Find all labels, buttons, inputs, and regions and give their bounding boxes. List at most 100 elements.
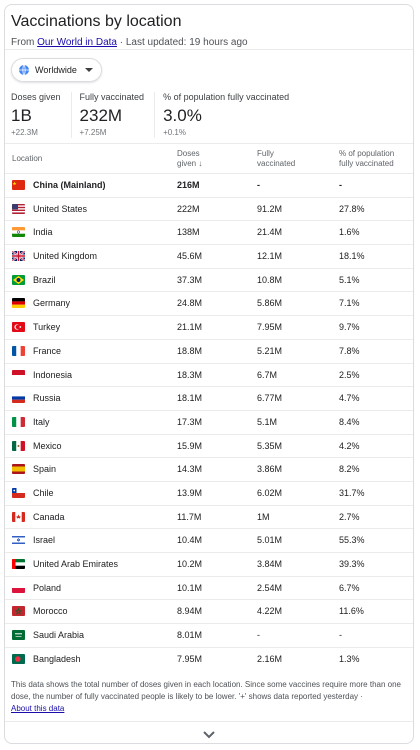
fully-vaccinated-value: 5.86M (257, 298, 283, 309)
doses-value: 14.3M (177, 464, 203, 475)
doses-value: 18.8M (177, 345, 203, 356)
percent-value: 8.2% (339, 464, 360, 475)
table-row[interactable]: China (Mainland) 216M - - (5, 173, 413, 197)
table-row[interactable]: Spain 14.3M 3.86M 8.2% (5, 457, 413, 481)
fully-vaccinated-value: 10.8M (257, 274, 283, 285)
location-name: Germany (33, 298, 71, 309)
pl-flag-icon (12, 582, 25, 593)
source-line: From Our World in Data · Last updated: 1… (11, 36, 407, 49)
percent-value: 55.3% (339, 535, 365, 546)
table-row[interactable]: Germany 24.8M 5.86M 7.1% (5, 291, 413, 315)
table-row[interactable]: United Kingdom 45.6M 12.1M 18.1% (5, 244, 413, 268)
stat-value: 3.0% (163, 106, 202, 125)
source-link[interactable]: Our World in Data (37, 37, 117, 48)
table-row[interactable]: Canada 11.7M 1M 2.7% (5, 504, 413, 529)
fully-vaccinated-value: 6.02M (257, 487, 283, 498)
chevron-down-icon[interactable] (201, 729, 217, 741)
stat-value: 1B (11, 106, 32, 125)
doses-value: 8.94M (177, 606, 203, 617)
header-line: given ↓ (177, 159, 203, 168)
table-row[interactable]: Italy 17.3M 5.1M 8.4% (5, 409, 413, 434)
filter-label: Worldwide (35, 65, 77, 75)
location-name: Spain (33, 464, 57, 475)
table-row[interactable]: Israel 10.4M 5.01M 55.3% (5, 528, 413, 552)
table-row[interactable]: Poland 10.1M 2.54M 6.7% (5, 575, 413, 600)
doses-value: 216M (177, 180, 200, 190)
doses-value: 8.01M (177, 630, 203, 641)
fully-vaccinated-value: 7.95M (257, 322, 283, 333)
table-row[interactable]: Chile 13.9M 6.02M 31.7% (5, 480, 413, 505)
percent-value: 8.4% (339, 416, 360, 427)
table-row[interactable]: Indonesia 18.3M 6.7M 2.5% (5, 362, 413, 387)
it-flag-icon (12, 416, 25, 427)
column-header-fully[interactable]: Fully vaccinated (257, 149, 295, 169)
table-row[interactable]: Russia 18.1M 6.77M 4.7% (5, 386, 413, 410)
ma-flag-icon (12, 606, 25, 617)
percent-value: 1.6% (339, 227, 360, 238)
stat-percent-vaccinated: % of population fully vaccinated 3.0% +0… (163, 92, 299, 138)
stat-delta: +7.25M (79, 128, 107, 137)
table-row[interactable]: United Arab Emirates 10.2M 3.84M 39.3% (5, 552, 413, 576)
location-name: Israel (33, 535, 56, 546)
stat-doses-given: Doses given 1B +22.3M (11, 92, 72, 138)
fully-vaccinated-value: 21.4M (257, 227, 283, 238)
doses-value: 10.4M (177, 535, 203, 546)
column-header-location[interactable]: Location (12, 154, 43, 163)
table-row[interactable]: Brazil 37.3M 10.8M 5.1% (5, 267, 413, 292)
fully-vaccinated-value: 2.54M (257, 582, 283, 593)
ca-flag-icon (12, 511, 25, 522)
caret-down-icon (84, 68, 93, 72)
table-row[interactable]: France 18.8M 5.21M 7.8% (5, 338, 413, 363)
percent-value: - (339, 180, 342, 190)
fully-vaccinated-value: 3.86M (257, 464, 283, 475)
footer-note: This data shows the total number of dose… (11, 679, 407, 715)
location-filter-chip[interactable]: Worldwide (11, 58, 102, 82)
ae-flag-icon (12, 559, 25, 569)
percent-value: 7.1% (339, 298, 360, 309)
doses-value: 45.6M (177, 251, 203, 262)
table-row[interactable]: Saudi Arabia 8.01M - - (5, 623, 413, 647)
stat-delta: +22.3M (11, 128, 38, 137)
location-name: United Arab Emirates (33, 559, 119, 569)
table-row[interactable]: United States 222M 91.2M 27.8% (5, 196, 413, 221)
percent-value: 18.1% (339, 251, 365, 262)
about-data-link[interactable]: About this data (11, 704, 65, 713)
fr-flag-icon (12, 345, 25, 356)
percent-value: 5.1% (339, 274, 360, 285)
tr-flag-icon (12, 322, 25, 333)
table-row[interactable]: Morocco 8.94M 4.22M 11.6% (5, 599, 413, 623)
table-row[interactable]: Turkey 21.1M 7.95M 9.7% (5, 315, 413, 339)
sa-flag-icon (12, 630, 25, 641)
location-name: Bangladesh (33, 653, 81, 664)
location-name: China (Mainland) (33, 180, 106, 190)
footnote-text: This data shows the total number of dose… (11, 680, 401, 701)
location-name: United States (33, 203, 88, 214)
cl-flag-icon (12, 487, 25, 498)
fully-vaccinated-value: 1M (257, 511, 270, 522)
divider (5, 143, 413, 144)
column-header-doses[interactable]: Doses given ↓ (177, 149, 202, 169)
location-name: Indonesia (33, 369, 73, 380)
percent-value: 1.3% (339, 653, 360, 664)
percent-value: 39.3% (339, 559, 365, 569)
table-row[interactable]: India 138M 21.4M 1.6% (5, 220, 413, 244)
percent-value: 7.8% (339, 345, 360, 356)
doses-value: 222M (177, 203, 200, 214)
percent-value: 6.7% (339, 582, 360, 593)
doses-value: 10.1M (177, 582, 203, 593)
header-line: vaccinated (257, 159, 296, 168)
location-name: Turkey (33, 322, 61, 333)
table-row[interactable]: Bangladesh 7.95M 2.16M 1.3% (5, 646, 413, 671)
mx-flag-icon (12, 440, 25, 451)
fully-vaccinated-value: 4.22M (257, 606, 283, 617)
column-header-percent[interactable]: % of population fully vaccinated (339, 149, 394, 169)
summary-stats: Doses given 1B +22.3M Fully vaccinated 2… (11, 92, 307, 138)
percent-value: 2.5% (339, 369, 360, 380)
il-flag-icon (12, 535, 25, 546)
divider (5, 721, 413, 722)
last-updated: · Last updated: 19 hours ago (119, 37, 248, 48)
fully-vaccinated-value: - (257, 180, 260, 190)
stat-label: % of population fully vaccinated (163, 92, 290, 102)
doses-value: 10.2M (177, 559, 203, 569)
table-row[interactable]: Mexico 15.9M 5.35M 4.2% (5, 433, 413, 458)
